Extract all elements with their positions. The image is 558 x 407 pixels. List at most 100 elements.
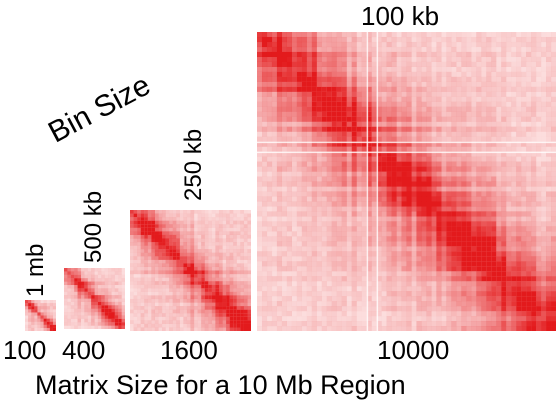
heatmap-cell [431,111,437,117]
heatmap-cell [208,256,212,260]
heatmap-cell [346,32,352,38]
heatmap-cell [296,76,302,82]
heatmap-cell [281,121,287,127]
heatmap-cell [546,176,552,182]
heatmap-cell [401,121,407,127]
heatmap-cell [179,227,184,232]
heatmap-cell [326,291,332,297]
heatmap-cell [486,106,492,112]
heatmap-cell [94,301,98,306]
heatmap-cell [416,76,422,82]
heatmap-cell [381,71,387,77]
heatmap-cell [506,166,512,172]
heatmap-cell [421,231,427,237]
heatmap-cell [80,281,85,286]
heatmap-cell [211,295,216,300]
heatmap-cell [416,301,422,307]
heatmap-cell [341,66,347,72]
heatmap-cell [158,217,163,221]
heatmap-cell [401,316,407,322]
heatmap-cell [461,41,467,48]
heatmap-cell [451,166,457,172]
heatmap-cell [215,217,220,221]
heatmap-cell [286,216,292,222]
heatmap-cell [266,96,273,102]
heatmap-cell [130,220,134,225]
heatmap-cell [366,276,372,282]
heatmap-cell [97,325,102,329]
heatmap-cell [341,36,347,43]
heatmap-cell [197,281,202,285]
heatmap-cell [172,210,177,214]
heatmap-cell [158,227,163,232]
heatmap-cell [243,220,248,225]
heatmap-cell [376,281,382,287]
heatmap-cell [326,151,332,157]
heatmap-cell [456,241,462,247]
heatmap-cell [172,227,177,232]
heatmap-cell [271,226,278,232]
heatmap-cell [396,131,402,137]
heatmap-cell [541,51,547,58]
heatmap-cell [451,171,457,177]
heatmap-cell [101,308,105,313]
heatmap-cell [74,312,78,316]
heatmap-cell [371,176,377,182]
heatmap-cell [511,66,517,72]
heatmap-cell [481,271,487,277]
heatmap-cell [194,263,198,268]
heatmap-cell [346,186,352,192]
heatmap-cell [521,241,527,247]
heatmap-cell [233,274,237,278]
heatmap-cell [28,327,32,331]
heatmap-cell [266,201,273,207]
heatmap-cell [516,46,522,53]
heatmap-cell [536,156,542,162]
heatmap-cell [276,81,283,87]
heatmap-cell [233,295,237,300]
heatmap-cell [186,277,191,282]
heatmap-cell [67,318,71,323]
heatmap-cell [208,302,212,307]
heatmap-cell [541,236,547,242]
heatmap-cell [456,56,462,62]
heatmap-cell [147,227,152,232]
heatmap-cell [446,151,452,157]
heatmap-cell [391,101,397,107]
heatmap-cell [451,296,457,302]
heatmap-cell [531,32,537,38]
heatmap-cell [291,56,297,62]
heatmap-cell [381,146,387,152]
heatmap-cell [521,121,527,127]
heatmap-cell [133,302,138,307]
heatmap-cell [281,221,287,227]
heatmap-cell [140,284,145,289]
heatmap-cell [456,181,462,187]
heatmap-cell [491,171,497,177]
heatmap-cell [91,281,95,286]
heatmap-cell [158,249,163,253]
heatmap-cell [421,296,427,302]
heatmap-cell [531,181,537,187]
heatmap-cell [67,291,71,296]
heatmap-cell [371,186,377,192]
heatmap-cell [67,284,71,289]
heatmap-cell [301,236,307,242]
heatmap-cell [43,327,47,331]
heatmap-cell [137,298,141,303]
heatmap-cell [162,249,166,253]
heatmap-cell [331,321,337,327]
heatmap-cell [261,261,268,267]
heatmap-cell [276,56,283,62]
heatmap-cell [341,231,347,237]
heatmap-cell [461,241,467,247]
heatmap-cell [158,270,163,275]
heatmap-cell [296,46,302,53]
heatmap-cell [311,121,317,127]
heatmap-cell [401,32,407,38]
heatmap-cell [436,126,442,132]
heatmap-cell [169,274,173,278]
heatmap-cell [240,245,244,250]
heatmap-cell [476,246,482,252]
heatmap-cell [346,76,352,82]
